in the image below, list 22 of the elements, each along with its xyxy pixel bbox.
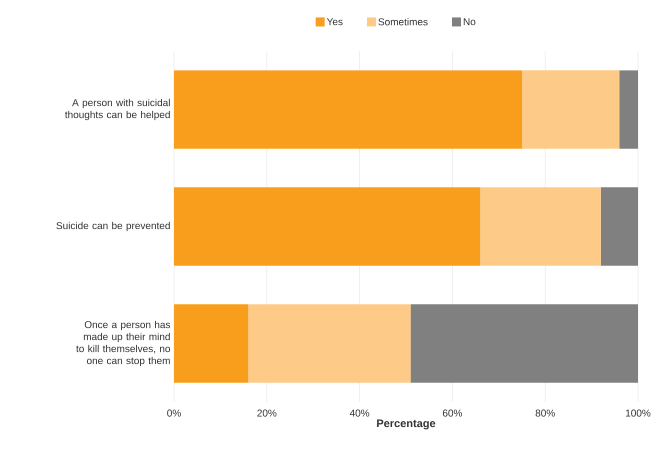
bar <box>619 70 638 149</box>
y-tick-label: Once a person has made up their mind to kill themselves, no one can stop them <box>76 320 170 366</box>
bar <box>174 187 480 266</box>
x-tick-label: 60% <box>442 410 462 417</box>
x-tick-label: 100% <box>626 410 650 417</box>
bar <box>600 187 638 266</box>
bar <box>174 70 522 149</box>
bar <box>248 304 411 383</box>
legend-label: Sometimes <box>378 18 428 26</box>
legend-label: No <box>464 18 476 26</box>
bar <box>410 304 638 383</box>
bar <box>174 304 248 383</box>
x-tick-label: 20% <box>257 410 276 417</box>
y-tick-label: Suicide can be prevented <box>56 222 170 232</box>
x-tick-label: 40% <box>350 410 370 417</box>
legend-label: Yes <box>326 18 343 26</box>
bar <box>480 187 601 266</box>
x-axis-title: Percentage <box>377 419 436 430</box>
y-tick-label: A person with suicidal thoughts can be helped <box>64 98 170 120</box>
x-tick-label: 0% <box>167 410 181 417</box>
x-tick-label: 80% <box>536 410 555 417</box>
bar <box>522 70 620 149</box>
